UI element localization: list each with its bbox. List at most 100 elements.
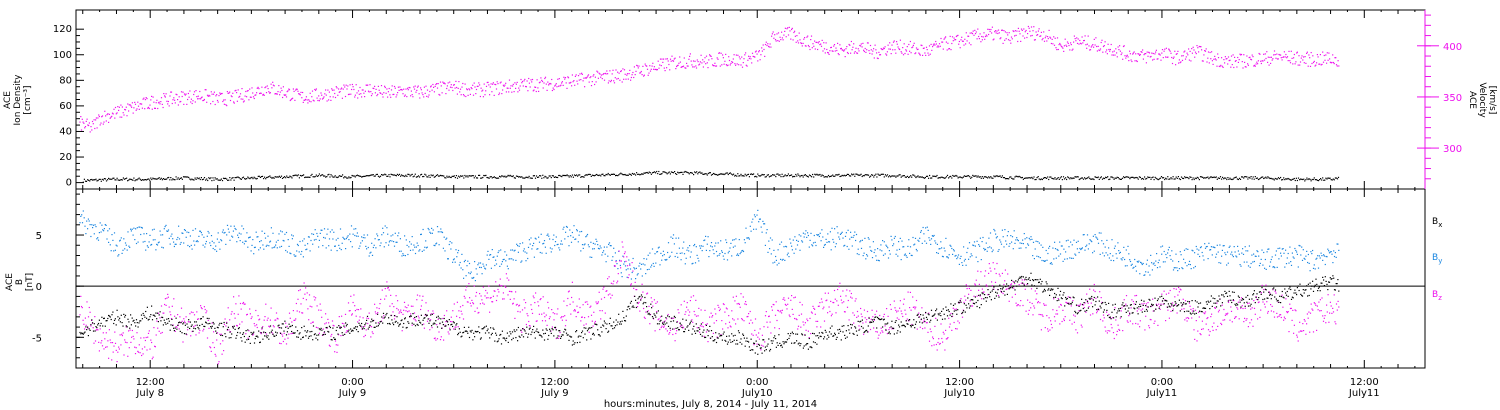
velocity-series-point [645,65,647,67]
velocity-series-point [739,58,741,60]
density-series-point [549,175,551,177]
velocity-series-point [772,31,774,33]
velocity-series-point [579,73,581,75]
density-series-point [1147,176,1149,178]
velocity-series-point [167,100,169,103]
density-series-point [389,176,391,178]
density-series-point [493,176,495,178]
velocity-series-point [811,47,813,49]
velocity-series-point [334,92,336,95]
density-series-point [804,174,806,176]
by-series-point [173,241,175,243]
velocity-series-point [695,65,697,67]
by-series-point [533,256,535,258]
by-series-point [999,239,1001,241]
by-series-point [1100,232,1102,234]
by-series-point [524,251,526,253]
by-series-point [108,228,111,230]
density-series-point [1011,177,1013,179]
by-series-point [1129,259,1131,261]
velocity-series-point [1205,48,1207,50]
velocity-series-point [1142,58,1144,60]
velocity-series-point [787,27,789,29]
velocity-series-point [1044,37,1046,39]
by-series-point [676,252,678,254]
density-series-point [90,179,92,181]
by-series-point [541,252,543,254]
velocity-series-point [211,93,213,95]
by-series-point [941,247,943,249]
density-series-point [387,175,389,177]
velocity-series-point [871,53,873,55]
density-series-point [322,174,324,176]
by-series-point [294,255,296,257]
by-series-point [1039,257,1041,259]
velocity-series-point [243,100,245,102]
velocity-series-point [1168,48,1170,50]
density-series-point [735,174,737,176]
density-series-point [745,175,747,177]
velocity-series-point [1251,54,1253,56]
bz-series-point [95,329,97,331]
density-series-point [714,173,716,175]
by-series-point [600,247,602,249]
by-series-point [982,236,984,239]
by-series-point [809,239,811,241]
velocity-series-point [762,44,764,46]
velocity-series-point [607,73,609,75]
by-series-point [841,231,843,233]
by-series-point [546,234,548,236]
by-series-point [1318,255,1320,257]
velocity-series-point [682,65,685,67]
velocity-series-point [1024,31,1026,33]
by-series-point [409,241,411,243]
by-series-point [347,235,349,237]
by-series-point [554,241,557,243]
by-series-point [238,232,240,234]
velocity-series-point [1017,27,1019,29]
velocity-series-point [816,41,818,43]
density-series-point [460,175,462,177]
density-series-point [720,173,722,175]
velocity-series-point [506,87,508,89]
by-series-point [389,240,391,242]
by-series-point [1131,263,1133,265]
velocity-series-point [1098,49,1100,51]
by-series-point [351,246,353,248]
velocity-series-point [1011,38,1013,40]
by-series-point [1194,252,1196,254]
by-series-point [385,242,387,244]
by-series-point [750,230,752,232]
velocity-series-point [267,88,269,90]
density-series-point [1263,177,1265,180]
velocity-series-point [538,90,540,92]
velocity-series-point [759,59,761,61]
bz-series-point [127,355,129,357]
by-series-point [560,240,562,242]
velocity-series-point [163,93,165,95]
by-series-point [1333,250,1335,252]
density-series-point [652,171,655,173]
velocity-series-point [92,123,94,125]
density-series-point [505,176,507,178]
by-series-point [1140,262,1143,264]
by-series-point [199,230,202,232]
by-series-point [738,239,740,241]
velocity-series-point [298,93,301,95]
by-series-point [174,243,176,245]
density-series-point [219,179,221,181]
velocity-series-point [604,72,606,74]
density-series-point [404,175,406,178]
velocity-series-point [952,40,954,42]
by-series-point [1192,250,1194,252]
density-series-point [816,173,818,175]
velocity-series-point [548,83,550,85]
density-series-point [164,178,167,180]
by-series-point [654,253,656,255]
by-series-point [911,254,913,257]
density-series-point [759,175,761,177]
density-series-point [1100,176,1102,178]
density-series-point [750,173,753,175]
by-series-point [204,246,206,248]
by-series-point [553,234,555,236]
